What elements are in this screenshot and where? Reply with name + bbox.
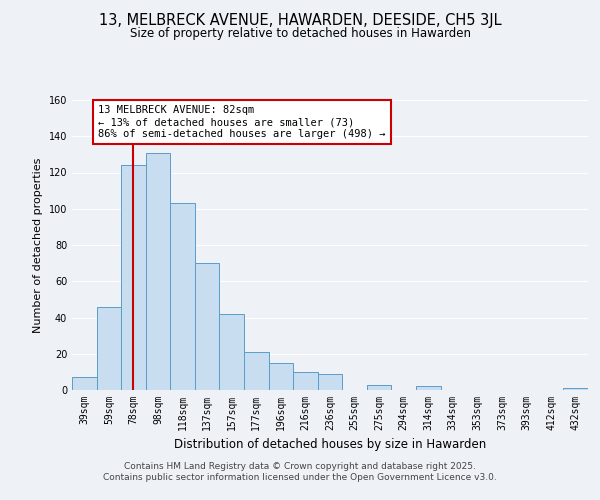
Text: Contains HM Land Registry data © Crown copyright and database right 2025.
Contai: Contains HM Land Registry data © Crown c… (103, 462, 497, 482)
Bar (97, 306, 121, 390)
Bar (318, 374, 342, 390)
Bar (195, 263, 220, 390)
Bar (146, 152, 170, 390)
Bar (269, 363, 293, 390)
Bar (121, 165, 146, 390)
Y-axis label: Number of detached properties: Number of detached properties (33, 158, 43, 332)
Bar (170, 204, 195, 390)
Text: Size of property relative to detached houses in Hawarden: Size of property relative to detached ho… (130, 28, 470, 40)
X-axis label: Distribution of detached houses by size in Hawarden: Distribution of detached houses by size … (174, 438, 486, 452)
Bar (293, 372, 318, 390)
Text: 13 MELBRECK AVENUE: 82sqm
← 13% of detached houses are smaller (73)
86% of semi-: 13 MELBRECK AVENUE: 82sqm ← 13% of detac… (98, 106, 385, 138)
Bar (220, 314, 244, 390)
Bar (72, 378, 97, 390)
Bar (244, 352, 269, 390)
Bar (416, 386, 440, 390)
Bar (563, 388, 588, 390)
Bar (367, 384, 391, 390)
Text: 13, MELBRECK AVENUE, HAWARDEN, DEESIDE, CH5 3JL: 13, MELBRECK AVENUE, HAWARDEN, DEESIDE, … (98, 12, 502, 28)
